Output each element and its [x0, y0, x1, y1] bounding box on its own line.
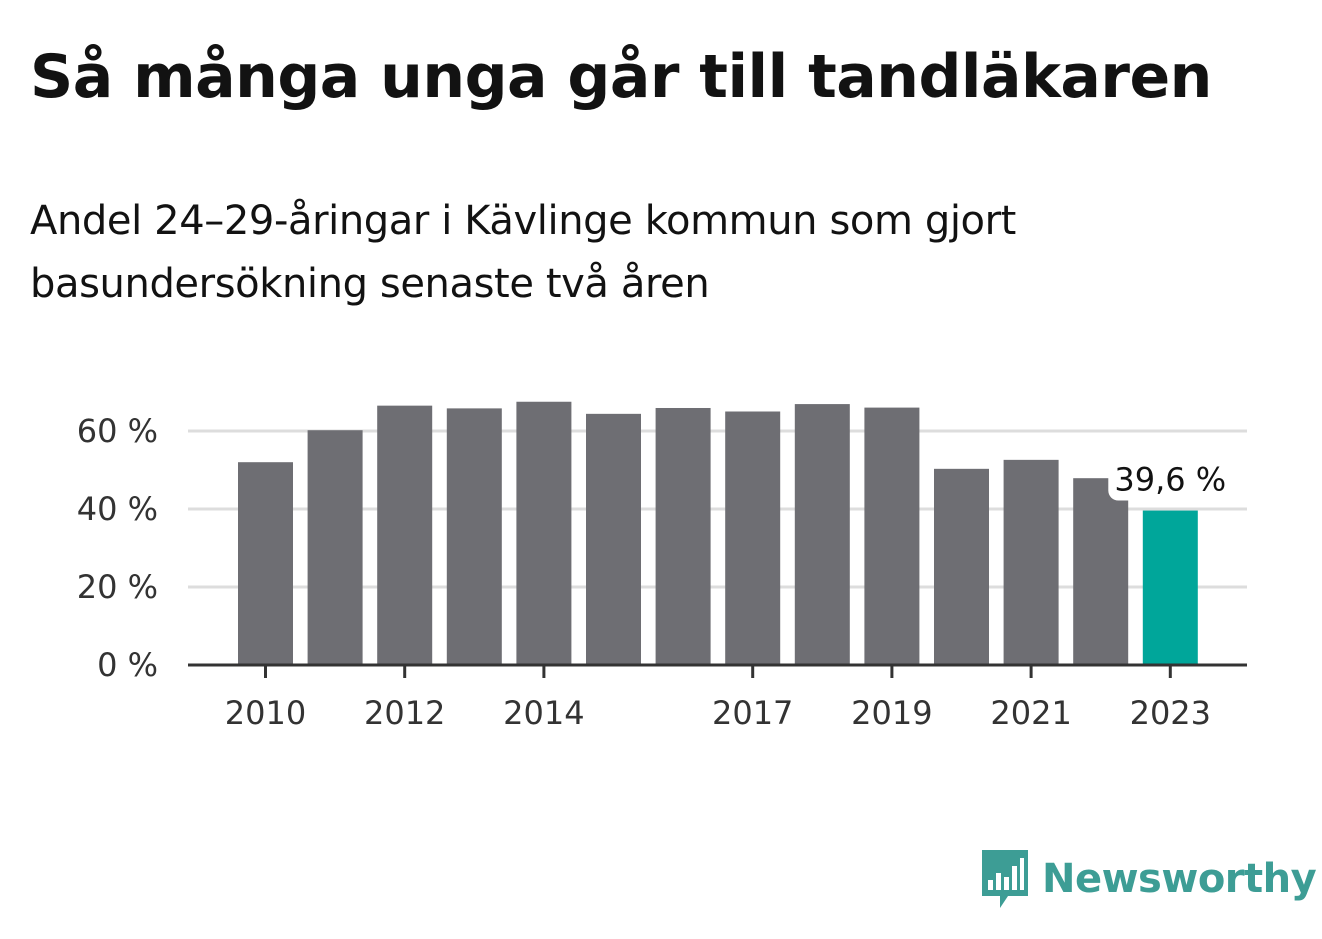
newsworthy-logo: Newsworthy [980, 848, 1317, 910]
y-tick-label: 0 % [97, 646, 158, 684]
chart-subtitle: Andel 24–29-åringar i Kävlinge kommun so… [30, 198, 1016, 307]
data-label-bg [1108, 458, 1233, 501]
bar-2011 [307, 430, 363, 665]
bar-2021 [1003, 459, 1059, 665]
y-tick-label: 40 % [77, 490, 158, 528]
bar-2016 [655, 407, 711, 665]
bar-2014 [516, 401, 572, 665]
chart-title: Så många unga går till tandläkaren [30, 42, 1212, 112]
bar-2017 [725, 411, 781, 665]
y-tick-label: 60 % [77, 412, 158, 450]
bar-2023 [1142, 510, 1198, 665]
x-tick-label: 2010 [225, 694, 306, 732]
bar-2019 [864, 407, 920, 665]
y-tick-label: 20 % [77, 568, 158, 606]
chat-bars-icon [982, 850, 1028, 908]
x-tick-label: 2021 [990, 694, 1071, 732]
brand-name: Newsworthy [1042, 856, 1317, 902]
x-tick-label: 2012 [364, 694, 445, 732]
bar-2018 [794, 404, 850, 665]
x-tick-label: 2019 [851, 694, 932, 732]
bar-chart: 0 % 20 % 40 % 60 % 2010 2012 2014 2017 2019 2021 2… [77, 401, 1247, 732]
x-tick-label: 2014 [503, 694, 584, 732]
x-tick-label: 2017 [712, 694, 793, 732]
bar-2020 [934, 468, 989, 665]
data-label: 39,6 % [1114, 461, 1226, 499]
bar-2010 [238, 462, 293, 665]
bar-2015 [586, 413, 641, 665]
bar-2022 [1073, 478, 1129, 665]
x-tick-label: 2023 [1130, 694, 1211, 732]
bar-2012 [377, 405, 433, 665]
bar-2013 [446, 408, 502, 665]
